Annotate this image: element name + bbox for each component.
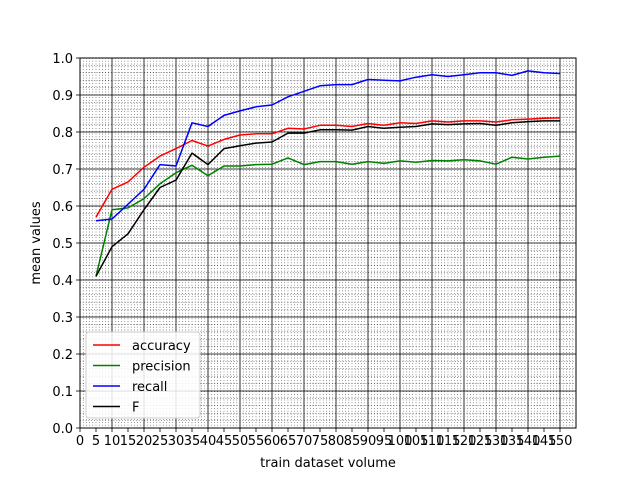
series-line-precision	[95, 155, 561, 277]
x-tick-label: 0	[76, 434, 84, 449]
legend-label-f: F	[132, 401, 139, 416]
x-tick-label: 75	[312, 434, 329, 449]
x-tick-label: 10	[104, 434, 121, 449]
y-tick-label: 0.3	[52, 311, 73, 326]
x-tick-label: 110	[420, 434, 445, 449]
x-tick-label: 115	[436, 434, 461, 449]
y-tick-label: 0.9	[52, 89, 73, 104]
x-tick-label: 105	[404, 434, 429, 449]
y-axis: 0.0 0.1 0.2 0.3 0.4 0.5 0.6 0.7 0.8 0.9 1.0	[52, 52, 80, 437]
y-tick-label: 0.5	[52, 237, 73, 252]
x-tick-label: 140	[516, 434, 541, 449]
legend-label-precision: precision	[132, 360, 191, 375]
x-tick-label: 80	[328, 434, 345, 449]
legend: accuracy precision recall F	[85, 331, 201, 419]
x-tick-label: 120	[452, 434, 477, 449]
x-tick-label: 45	[216, 434, 233, 449]
y-tick-label: 1.0	[52, 52, 73, 67]
y-axis-label: mean values	[29, 201, 44, 285]
y-tick-label: 0.1	[52, 385, 73, 400]
legend-label-accuracy: accuracy	[132, 339, 191, 354]
y-tick-label: 0.4	[52, 274, 73, 289]
series-lines	[95, 70, 561, 277]
x-tick-label: 150	[548, 434, 573, 449]
y-tick-label: 0.0	[52, 422, 73, 437]
x-tick-label: 85	[344, 434, 361, 449]
x-tick-label: 15	[120, 434, 137, 449]
x-axis: 0 5 10 15 20 25 30 35 40 45 50 55 60 65 70 75 80 85 90 9510…	[76, 428, 573, 449]
x-tick-label: 25	[152, 434, 169, 449]
x-tick-label: 50	[232, 434, 249, 449]
x-tick-label: 65	[280, 434, 297, 449]
x-tick-label: 35	[184, 434, 201, 449]
series-line-f	[95, 120, 560, 277]
x-tick-label: 55	[248, 434, 265, 449]
series-line-recall	[95, 70, 561, 222]
x-tick-label: 130	[484, 434, 509, 449]
x-tick-label: 135	[500, 434, 525, 449]
x-tick-label: 90	[360, 434, 377, 449]
x-tick-label: 5	[92, 434, 100, 449]
x-tick-label: 30	[168, 434, 185, 449]
x-tick-label: 100	[388, 434, 413, 449]
x-axis-label: train dataset volume	[260, 456, 396, 471]
legend-label-recall: recall	[132, 380, 167, 395]
series-line-accuracy	[95, 117, 561, 218]
x-tick-label: 125	[468, 434, 493, 449]
y-tick-label: 0.7	[52, 163, 73, 178]
x-tick-label: 70	[296, 434, 313, 449]
x-tick-label: 145	[532, 434, 557, 449]
y-tick-label: 0.2	[52, 348, 73, 363]
y-tick-label: 0.8	[52, 126, 73, 141]
legend-box	[85, 331, 201, 419]
x-tick-label: 40	[200, 434, 217, 449]
x-tick-label: 20	[136, 434, 153, 449]
y-tick-label: 0.6	[52, 200, 73, 215]
x-tick-label: 95	[376, 434, 393, 449]
x-tick-label: 60	[264, 434, 281, 449]
